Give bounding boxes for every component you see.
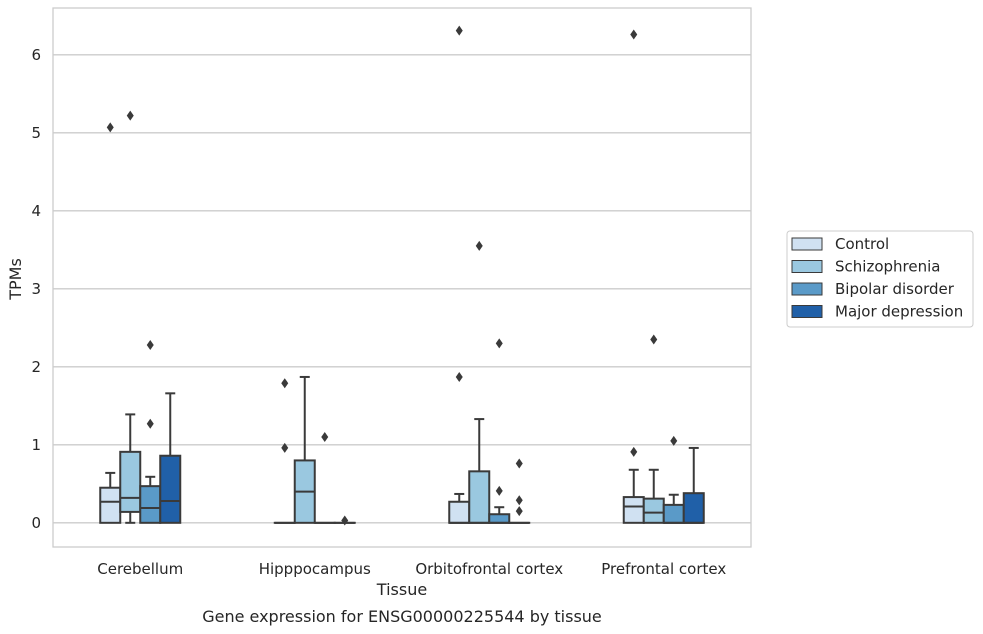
box-iqr bbox=[662, 503, 685, 524]
outlier-point bbox=[515, 458, 523, 469]
outlier-point bbox=[146, 418, 154, 429]
outlier-point bbox=[455, 371, 463, 382]
box-iqr bbox=[159, 454, 182, 524]
x-tick-labels: Cerebellum Hipppocampus Orbitofrontal cort… bbox=[97, 560, 726, 578]
legend: Control Schizophrenia Bipolar disorder Majo… bbox=[786, 230, 974, 328]
legend-label: Control bbox=[835, 235, 889, 253]
box-schizophrenia bbox=[642, 334, 665, 524]
x-tick-label: Cerebellum bbox=[97, 560, 183, 578]
y-tick-label: 6 bbox=[31, 46, 41, 64]
outlier-point bbox=[630, 29, 638, 40]
y-tick-labels: 0 1 2 3 4 5 6 bbox=[31, 46, 41, 532]
legend-label: Schizophrenia bbox=[835, 258, 940, 276]
box-iqr bbox=[139, 485, 162, 524]
outlier-point bbox=[475, 240, 483, 251]
outlier-point bbox=[455, 25, 463, 36]
legend-swatch bbox=[791, 260, 823, 273]
y-tick-label: 3 bbox=[31, 280, 41, 298]
x-tick-label: Prefrontal cortex bbox=[601, 560, 726, 578]
box-iqr bbox=[119, 450, 142, 513]
figure-caption: Gene expression for ENSG00000225544 by t… bbox=[202, 607, 602, 626]
outlier-point bbox=[495, 338, 503, 349]
box-control bbox=[622, 29, 645, 524]
outlier-point bbox=[126, 110, 134, 121]
box-major-depression bbox=[333, 515, 356, 526]
box-major-depression bbox=[682, 446, 705, 524]
x-axis-label: Tissue bbox=[376, 580, 427, 599]
box-series-group bbox=[99, 25, 705, 526]
box-iqr bbox=[682, 492, 705, 524]
box-bipolar-disorder bbox=[488, 338, 511, 524]
y-tick-label: 5 bbox=[31, 124, 41, 142]
box-major-depression bbox=[159, 392, 182, 524]
outlier-point bbox=[106, 122, 114, 133]
outlier-point bbox=[650, 334, 658, 345]
y-tick-label: 0 bbox=[31, 514, 41, 532]
box-iqr bbox=[468, 470, 491, 524]
box-iqr bbox=[448, 500, 471, 524]
outlier-point bbox=[670, 435, 678, 446]
box-iqr bbox=[622, 496, 645, 524]
legend-frame bbox=[786, 230, 974, 328]
outlier-point bbox=[321, 432, 329, 443]
box-iqr bbox=[642, 497, 665, 524]
outlier-point bbox=[281, 378, 289, 389]
outlier-point bbox=[146, 339, 154, 350]
y-axis-label: TPMs bbox=[6, 258, 25, 301]
y-tick-label: 2 bbox=[31, 358, 41, 376]
x-tick-label: Hipppocampus bbox=[259, 560, 371, 578]
outlier-point bbox=[630, 446, 638, 457]
outlier-point bbox=[515, 506, 523, 517]
y-tick-label: 4 bbox=[31, 202, 41, 220]
box-schizophrenia bbox=[119, 110, 142, 524]
legend-label: Bipolar disorder bbox=[835, 280, 955, 298]
x-tick-label: Orbitofrontal cortex bbox=[415, 560, 563, 578]
box-schizophrenia bbox=[468, 240, 491, 524]
box-control bbox=[448, 25, 471, 524]
outlier-point bbox=[281, 442, 289, 453]
box-schizophrenia bbox=[293, 375, 316, 524]
legend-label: Major depression bbox=[835, 303, 963, 321]
box-iqr bbox=[99, 486, 122, 524]
legend-swatch bbox=[791, 305, 823, 318]
box-major-depression bbox=[508, 458, 531, 524]
box-iqr bbox=[488, 513, 511, 524]
outlier-point bbox=[515, 495, 523, 506]
outlier-point bbox=[495, 485, 503, 496]
box-bipolar-disorder bbox=[313, 432, 336, 524]
plot-frame bbox=[52, 7, 752, 548]
legend-swatch bbox=[791, 237, 823, 251]
plot-background bbox=[53, 8, 751, 547]
outlier-point bbox=[341, 515, 349, 526]
y-tick-label: 1 bbox=[31, 436, 41, 454]
legend-swatch bbox=[791, 282, 823, 296]
